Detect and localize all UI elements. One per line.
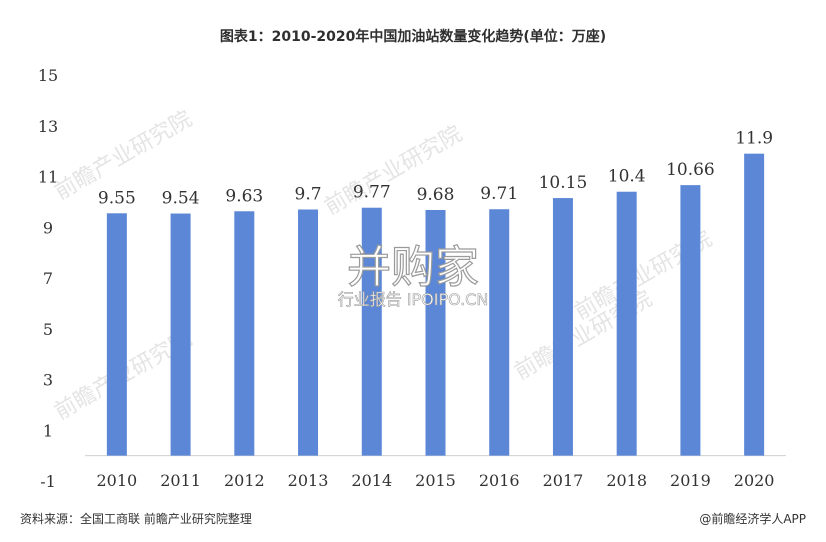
brand-credit: @前瞻经济学人APP bbox=[699, 512, 806, 526]
data-label-2020: 11.9 bbox=[735, 129, 773, 149]
bar-2019 bbox=[680, 185, 701, 456]
data-label-2010: 9.55 bbox=[98, 188, 136, 208]
labels-layer: 9.55 9.54 9.63 9.7 9.77 9.68 9.71 10.15 10.4 10.6… bbox=[98, 129, 773, 209]
watermark-main: 并购家 bbox=[347, 242, 479, 293]
data-label-2018: 10.4 bbox=[608, 167, 646, 187]
chart-title: 图表1：2010-2020年中国加油站数量变化趋势(单位：万座) bbox=[219, 29, 607, 45]
x-tick-label-2014: 2014 bbox=[351, 471, 392, 490]
x-tick-label-2015: 2015 bbox=[415, 471, 456, 490]
x-tick-label-2018: 2018 bbox=[606, 471, 647, 490]
bar-2018 bbox=[616, 191, 637, 456]
data-label-2011: 9.54 bbox=[162, 189, 200, 209]
bar-2013 bbox=[298, 209, 319, 456]
x-tick-label-2012: 2012 bbox=[224, 471, 265, 490]
data-label-2015: 9.68 bbox=[417, 185, 455, 205]
y-tick-label: -1 bbox=[40, 472, 56, 491]
bar-2017 bbox=[552, 198, 573, 456]
bar-2020 bbox=[744, 153, 765, 456]
y-tick-label: 13 bbox=[38, 117, 58, 136]
data-label-2016: 9.71 bbox=[480, 184, 518, 204]
data-label-2013: 9.7 bbox=[295, 184, 322, 204]
bars-layer bbox=[106, 153, 765, 456]
y-tick-label: 5 bbox=[43, 320, 53, 339]
bar-2011 bbox=[170, 213, 191, 456]
x-tick-label-2010: 2010 bbox=[97, 471, 138, 490]
data-label-2014: 9.77 bbox=[353, 183, 391, 203]
bar-2016 bbox=[489, 209, 510, 456]
y-tick-label: 11 bbox=[38, 168, 58, 187]
x-tick-label-2017: 2017 bbox=[543, 471, 584, 490]
x-tick-label-2013: 2013 bbox=[288, 471, 329, 490]
data-label-2017: 10.15 bbox=[539, 173, 588, 193]
center-watermark: 并购家 行业报告 IPOIPO.CN bbox=[337, 241, 489, 309]
bar-2010 bbox=[106, 213, 127, 456]
y-tick-label: 7 bbox=[43, 269, 53, 288]
x-tick-label-2011: 2011 bbox=[160, 471, 201, 490]
watermark-sub: 行业报告 IPOIPO.CN bbox=[338, 290, 489, 309]
y-tick-label: 9 bbox=[43, 218, 53, 237]
y-tick-label: 1 bbox=[43, 421, 53, 440]
data-label-2019: 10.66 bbox=[666, 160, 715, 180]
data-label-2012: 9.63 bbox=[225, 186, 263, 206]
watermark-corner-2: 前瞻产业研究院 bbox=[321, 122, 467, 221]
bar-2015 bbox=[425, 209, 446, 456]
source-note: 资料来源：全国工商联 前瞻产业研究院整理 bbox=[20, 512, 252, 526]
x-tick-label-2016: 2016 bbox=[479, 471, 520, 490]
y-tick-label: 15 bbox=[38, 66, 58, 85]
x-tick-label-2020: 2020 bbox=[734, 471, 775, 490]
axis-layer: 15 13 11 9 7 5 3 1 -1 2010 2011 2012 2013 2014 2015 201… bbox=[38, 66, 786, 491]
x-tick-label-2019: 2019 bbox=[670, 471, 711, 490]
y-tick-label: 3 bbox=[43, 371, 53, 390]
bar-2012 bbox=[234, 211, 255, 456]
bar-2014 bbox=[361, 207, 382, 456]
